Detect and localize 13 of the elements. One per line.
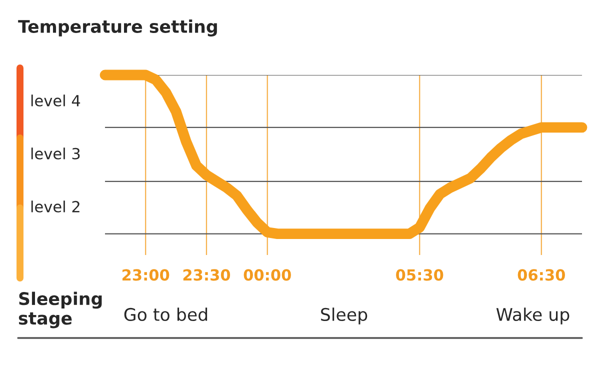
x-tick-label: 00:00: [244, 269, 291, 281]
chart-title: Temperature setting: [18, 20, 217, 36]
text: Wake up: [496, 308, 570, 324]
x-tick-label: 05:30: [396, 269, 444, 281]
x-tick-label: 23:30: [183, 269, 230, 281]
text: Go to bed: [124, 308, 208, 322]
text: level 3: [31, 148, 80, 160]
text: level 4: [31, 94, 80, 106]
x-tick-label: 06:30: [518, 269, 565, 281]
text: level 2: [31, 200, 80, 212]
text: Sleep: [321, 308, 368, 324]
x-tick-label: 23:00: [122, 269, 170, 281]
text: Sleeping stage: [18, 292, 102, 328]
